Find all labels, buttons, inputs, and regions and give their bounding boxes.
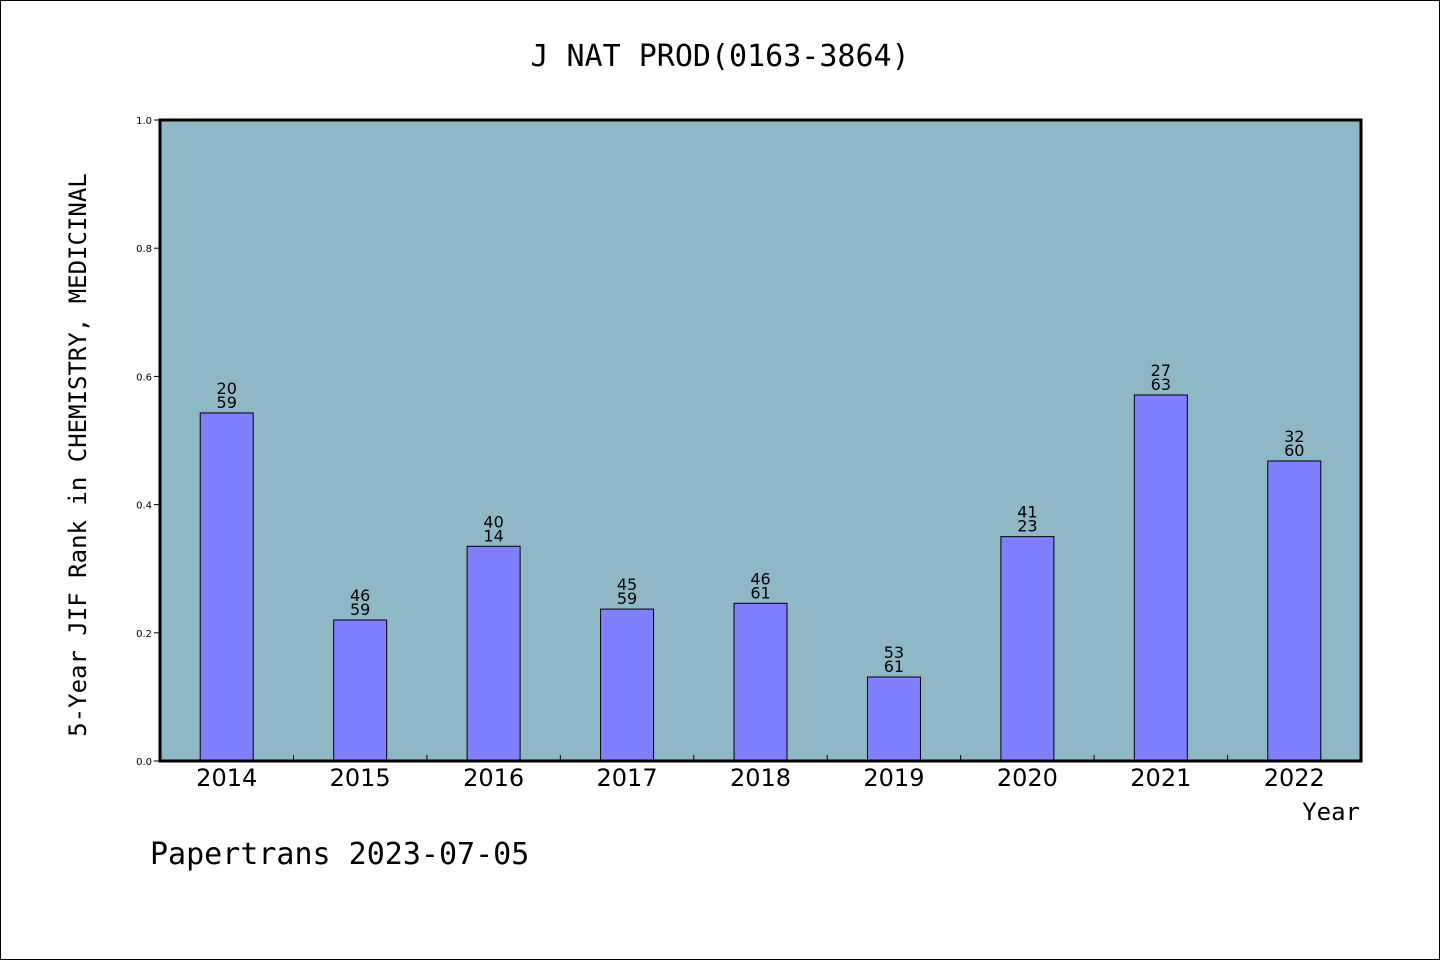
x-tick-label: 2022 bbox=[1264, 764, 1325, 792]
x-tick-label: 2018 bbox=[730, 764, 791, 792]
y-tick-label: 1.0 bbox=[136, 116, 152, 127]
bar-label-top: 46 bbox=[750, 569, 770, 588]
bar-label-top: 27 bbox=[1151, 361, 1171, 380]
x-axis-label: Year bbox=[1302, 798, 1360, 826]
watermark: Papertrans 2023-07-05 bbox=[150, 837, 529, 872]
y-tick-label: 0.6 bbox=[136, 372, 152, 383]
y-axis: 0.0 0.2 0.4 0.6 0.8 1.0 bbox=[136, 116, 160, 768]
bar-label-bottom: 61 bbox=[884, 657, 904, 676]
bar-2015 bbox=[333, 619, 388, 762]
y-tick-label: 0.2 bbox=[136, 629, 152, 640]
bar-label-top: 46 bbox=[350, 586, 370, 605]
bar-label-top: 32 bbox=[1284, 427, 1304, 446]
bar-2016 bbox=[466, 545, 521, 762]
y-tick-label: 0.8 bbox=[136, 244, 152, 255]
x-tick-label: 2016 bbox=[463, 764, 524, 792]
y-tick-label: 0.4 bbox=[136, 501, 152, 512]
x-tick-label: 2019 bbox=[863, 764, 924, 792]
x-tick-label: 2017 bbox=[597, 764, 658, 792]
x-tick-label: 2015 bbox=[330, 764, 391, 792]
bar-2022 bbox=[1267, 460, 1322, 762]
bar-2021 bbox=[1133, 394, 1188, 762]
x-tick-label: 2020 bbox=[997, 764, 1058, 792]
bar-label-bottom: 59 bbox=[217, 393, 237, 412]
bar-label-top: 53 bbox=[884, 643, 904, 662]
bar-2019 bbox=[866, 676, 921, 762]
y-tick-label: 0.0 bbox=[136, 757, 152, 768]
bar-label-bottom: 61 bbox=[750, 583, 770, 602]
y-axis-label: 5-Year JIF Rank in CHEMISTRY, MEDICINAL bbox=[64, 173, 92, 737]
bar-2017 bbox=[600, 608, 655, 762]
x-tick-label: 2014 bbox=[196, 764, 257, 792]
bar-label-top: 45 bbox=[617, 575, 637, 594]
bar-label-bottom: 59 bbox=[350, 600, 370, 619]
bar-label-bottom: 23 bbox=[1017, 517, 1037, 536]
bar-label-bottom: 60 bbox=[1284, 441, 1304, 460]
bar-2020 bbox=[1000, 536, 1055, 762]
bar-2018 bbox=[733, 602, 788, 762]
bar-label-top: 41 bbox=[1017, 503, 1037, 522]
bars-group bbox=[199, 394, 1322, 762]
bar-label-top: 20 bbox=[217, 379, 237, 398]
bar-label-bottom: 14 bbox=[483, 526, 503, 545]
bar-label-bottom: 63 bbox=[1151, 375, 1171, 394]
bar-label-bottom: 59 bbox=[617, 589, 637, 608]
bar-label-top: 40 bbox=[483, 512, 503, 531]
plot-border bbox=[158, 118, 1363, 763]
x-axis: 2014 2015 2016 2017 2018 2019 2020 2021 2022 bbox=[196, 755, 1325, 792]
bar-2014 bbox=[199, 412, 254, 762]
x-tick-label: 2021 bbox=[1130, 764, 1191, 792]
chart-title: J NAT PROD(0163-3864) bbox=[530, 39, 909, 74]
